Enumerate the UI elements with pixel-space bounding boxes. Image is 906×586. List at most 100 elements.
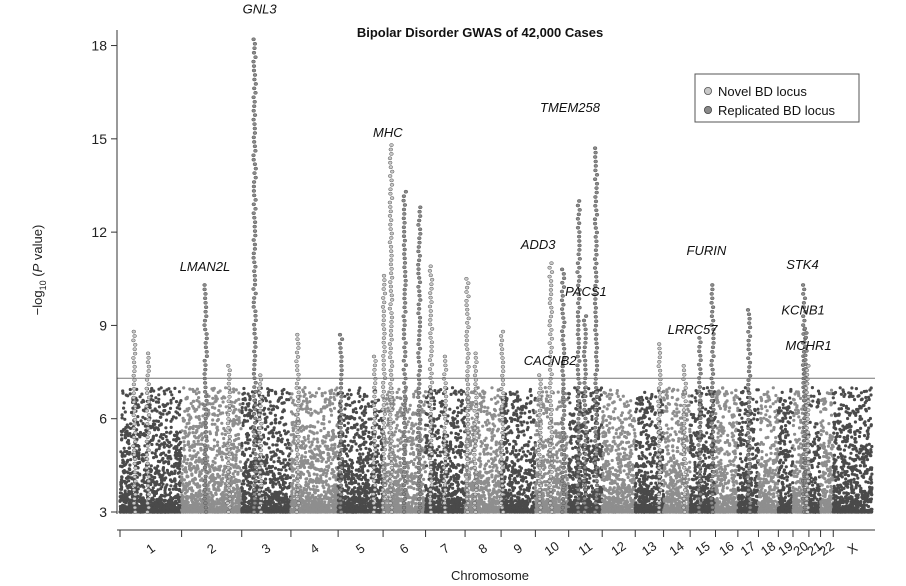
data-point <box>194 436 198 440</box>
data-point <box>235 483 239 487</box>
data-point <box>314 507 318 511</box>
data-point <box>167 487 172 492</box>
data-point <box>377 463 381 467</box>
data-point <box>212 438 216 442</box>
data-point <box>292 441 296 445</box>
data-point <box>169 478 173 482</box>
data-point <box>317 387 321 391</box>
data-point <box>358 394 362 398</box>
data-point <box>302 491 306 495</box>
data-point <box>214 492 218 496</box>
data-point <box>136 423 140 427</box>
data-point <box>164 453 168 457</box>
data-point <box>195 482 200 486</box>
data-point <box>300 402 304 406</box>
data-point <box>346 443 350 447</box>
data-point <box>283 473 287 477</box>
data-point <box>216 499 220 503</box>
data-point <box>173 386 177 390</box>
data-point <box>172 446 176 450</box>
data-point <box>328 477 332 481</box>
data-point <box>129 422 133 426</box>
data-point <box>273 466 278 470</box>
data-point <box>268 470 272 474</box>
data-point <box>152 494 157 498</box>
data-point <box>179 453 183 457</box>
data-point <box>248 408 252 412</box>
data-point <box>280 401 284 405</box>
data-point <box>220 421 224 425</box>
data-point <box>316 440 320 444</box>
data-point <box>300 498 304 502</box>
data-point <box>211 505 215 509</box>
data-point <box>319 429 323 433</box>
data-point <box>196 465 200 469</box>
data-point <box>212 444 216 448</box>
data-point <box>156 488 160 492</box>
data-point <box>178 467 182 471</box>
data-point <box>169 484 173 488</box>
data-point <box>174 451 178 455</box>
data-point <box>285 446 289 450</box>
data-point <box>169 401 173 405</box>
data-point <box>180 497 184 501</box>
data-point <box>278 472 282 476</box>
data-point <box>343 423 347 428</box>
data-point <box>325 445 329 449</box>
data-point <box>154 455 158 459</box>
data-point <box>333 485 337 489</box>
data-point <box>299 456 303 460</box>
data-point <box>232 438 237 443</box>
data-point <box>243 414 247 418</box>
data-point <box>240 406 244 410</box>
data-point <box>236 493 240 497</box>
data-point <box>190 445 194 449</box>
data-point <box>221 400 225 404</box>
data-point <box>266 437 271 441</box>
data-point <box>174 416 178 420</box>
data-point <box>223 396 227 400</box>
data-point <box>158 423 162 427</box>
data-point <box>177 487 182 492</box>
data-point <box>231 422 235 426</box>
data-point <box>242 386 246 391</box>
data-point <box>118 491 123 495</box>
data-point <box>215 453 219 457</box>
data-point <box>240 444 244 448</box>
data-point <box>158 435 162 439</box>
data-point <box>157 472 161 476</box>
data-point <box>358 416 362 420</box>
data-point <box>174 439 178 443</box>
data-point <box>303 386 307 390</box>
data-point <box>272 472 276 476</box>
data-point <box>122 406 126 410</box>
data-point <box>209 491 213 495</box>
data-point <box>141 408 145 412</box>
data-point <box>177 390 182 394</box>
data-point <box>244 460 248 464</box>
data-point <box>218 505 223 509</box>
data-point <box>180 464 184 468</box>
data-point <box>307 465 311 469</box>
data-point <box>274 421 278 425</box>
data-point <box>320 510 324 514</box>
data-point <box>271 407 276 411</box>
data-point <box>276 436 280 441</box>
data-point <box>244 432 249 436</box>
data-point <box>126 439 131 443</box>
data-point <box>331 458 335 462</box>
data-point <box>232 479 236 483</box>
data-point <box>325 509 329 513</box>
data-point <box>268 499 272 503</box>
data-point <box>174 410 178 414</box>
data-point <box>272 460 276 464</box>
data-point <box>275 497 279 501</box>
data-point <box>248 465 252 469</box>
data-point <box>122 446 126 450</box>
data-point <box>156 459 160 463</box>
data-point <box>242 482 246 486</box>
data-point <box>150 387 154 391</box>
data-point <box>307 411 311 415</box>
data-point <box>157 397 161 401</box>
data-point <box>303 455 307 459</box>
